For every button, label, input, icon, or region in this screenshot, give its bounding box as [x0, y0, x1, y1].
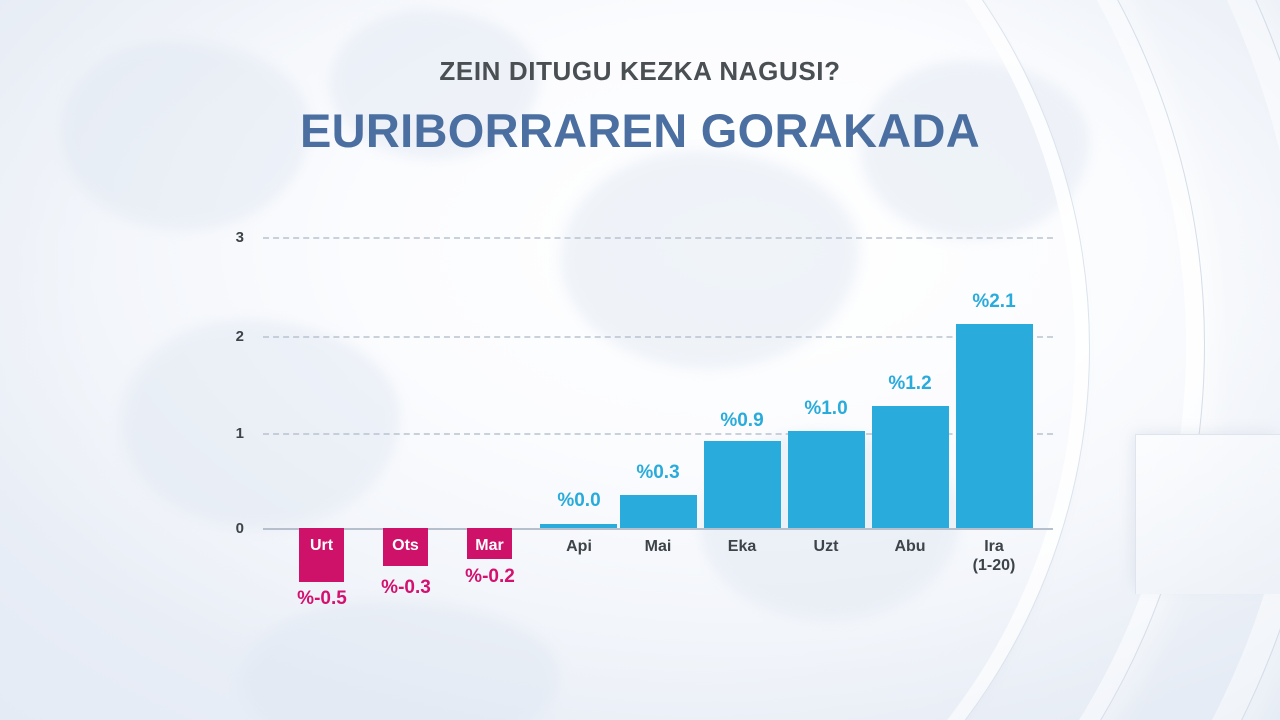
category-label-uzt: Uzt [813, 538, 839, 555]
gridline-3 [263, 237, 1053, 239]
category-label-ira: Ira (1-20) [944, 537, 1044, 575]
bar-uzt[interactable] [788, 431, 865, 528]
bar-urt[interactable] [299, 528, 344, 582]
value-label-ira: %2.1 [972, 291, 1016, 312]
category-label-ira-line1: Ira [984, 538, 1004, 555]
bar-ots[interactable] [383, 528, 428, 566]
bar-ira[interactable] [956, 324, 1033, 528]
bar-mar[interactable] [467, 528, 512, 559]
category-label-api: Api [566, 538, 592, 555]
page-subtitle-question: ZEIN DITUGU KEZKA NAGUSI? [439, 56, 841, 86]
gridline-1 [263, 433, 1053, 435]
value-label-api: %0.0 [557, 490, 601, 511]
category-label-eka: Eka [727, 538, 757, 555]
gridline-2 [263, 336, 1053, 338]
y-tick-1: 1 [235, 425, 244, 442]
bar-label-urt: Urt [309, 537, 334, 554]
value-label-mai: %0.3 [636, 462, 680, 483]
bar-api[interactable] [540, 524, 617, 528]
value-label-urt: %-0.5 [297, 588, 347, 609]
value-label-ots: %-0.3 [381, 577, 431, 598]
bar-label-mar: Mar [475, 537, 504, 554]
y-tick-2: 2 [235, 328, 244, 345]
category-label-abu: Abu [894, 538, 926, 555]
page-title: EURIBORRAREN GORAKADA [300, 104, 980, 157]
value-label-mar: %-0.2 [465, 566, 515, 587]
bar-mai[interactable] [620, 495, 697, 528]
axis-baseline [263, 528, 1053, 530]
bar-abu[interactable] [872, 406, 949, 528]
y-tick-0: 0 [235, 520, 244, 537]
value-label-uzt: %1.0 [804, 398, 848, 419]
bar-eka[interactable] [704, 441, 781, 528]
category-label-mai: Mai [644, 538, 672, 555]
category-label-ira-line2: (1-20) [972, 557, 1016, 574]
value-label-eka: %0.9 [720, 410, 764, 431]
bar-label-ots: Ots [392, 537, 419, 554]
y-tick-3: 3 [235, 229, 244, 246]
value-label-abu: %1.2 [888, 373, 932, 394]
